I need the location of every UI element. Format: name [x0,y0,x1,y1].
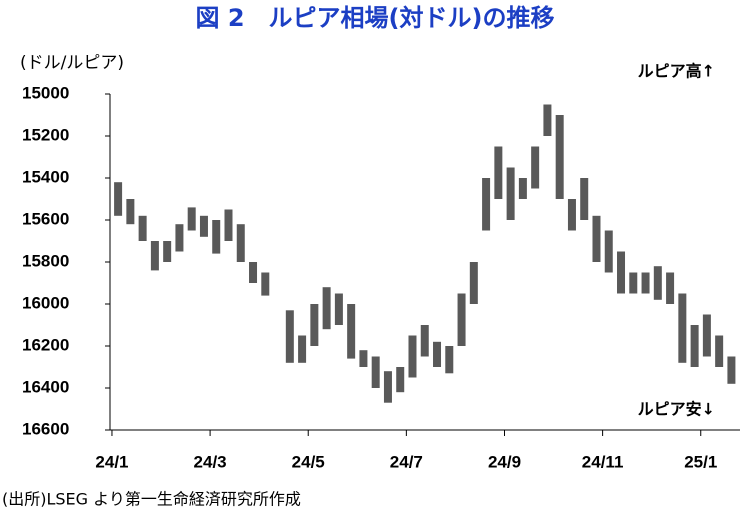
range-bar [592,215,601,262]
range-bar [420,325,429,357]
range-bar [199,215,208,237]
range-bar [482,178,491,231]
annotation: ルピア高↑ [638,62,715,81]
range-bar [567,199,576,231]
x-tick-label: 24/11 [582,452,624,471]
range-bar [543,104,552,136]
range-bar [408,335,417,378]
range-bar [506,167,515,220]
range-bar [371,356,380,388]
range-bar [359,350,368,367]
y-tick-label: 16200 [22,335,69,354]
range-bar [310,304,319,346]
range-bar [580,178,589,220]
range-bar [678,293,687,363]
range-bar [702,314,711,357]
range-bar [114,182,123,216]
range-bar [457,293,466,346]
range-bar [138,215,147,241]
x-tick-label: 24/3 [194,452,227,471]
range-bar [604,230,613,273]
range-bar [150,241,159,271]
y-axis-label: (ドル/ルピア) [20,53,124,73]
range-bar [518,178,527,199]
range-bar [212,220,221,254]
x-tick-label: 24/5 [292,452,325,471]
range-bar [715,335,724,367]
range-bar [653,266,662,300]
y-tick-label: 16000 [22,293,69,312]
range-bar [555,115,564,199]
range-bar [433,341,442,367]
range-bar [469,262,478,304]
range-bar [494,146,503,199]
range-bar [334,293,343,325]
x-tick-label: 24/9 [488,452,521,471]
range-bar [187,207,196,231]
range-bar [261,272,270,296]
range-bar [383,371,392,403]
x-tick-label: 24/1 [95,452,128,471]
range-bar [396,367,405,393]
range-bar [224,209,233,241]
range-bar [531,146,540,189]
range-bar [285,310,294,363]
y-tick-label: 16400 [22,377,69,396]
range-bar [445,346,454,374]
y-tick-label: 15600 [22,209,69,228]
y-tick-label: 15800 [22,251,69,270]
y-tick-label: 15400 [22,167,69,186]
range-bar [690,325,699,367]
y-tick-label: 16600 [22,419,69,438]
range-bar [666,272,675,304]
annotation: ルピア安↓ [638,400,715,419]
source-note: (出所)LSEG より第一生命経済研究所作成 [2,490,301,509]
range-bar [163,241,172,262]
range-bar [322,287,331,330]
range-bar [175,224,184,252]
chart-title: 図 2 ルピア相場(対ドル)の推移 [196,4,555,32]
range-bar [249,262,258,283]
range-bar [617,251,626,294]
range-bar [641,272,650,294]
range-bar [347,304,356,359]
range-bar [629,272,638,294]
x-tick-label: 24/7 [390,452,423,471]
y-tick-label: 15000 [22,83,69,102]
range-bar [298,335,307,363]
range-bar [727,356,736,384]
y-tick-label: 15200 [22,125,69,144]
range-bar [236,224,245,262]
range-bar [126,199,135,225]
x-tick-label: 25/1 [684,452,717,471]
